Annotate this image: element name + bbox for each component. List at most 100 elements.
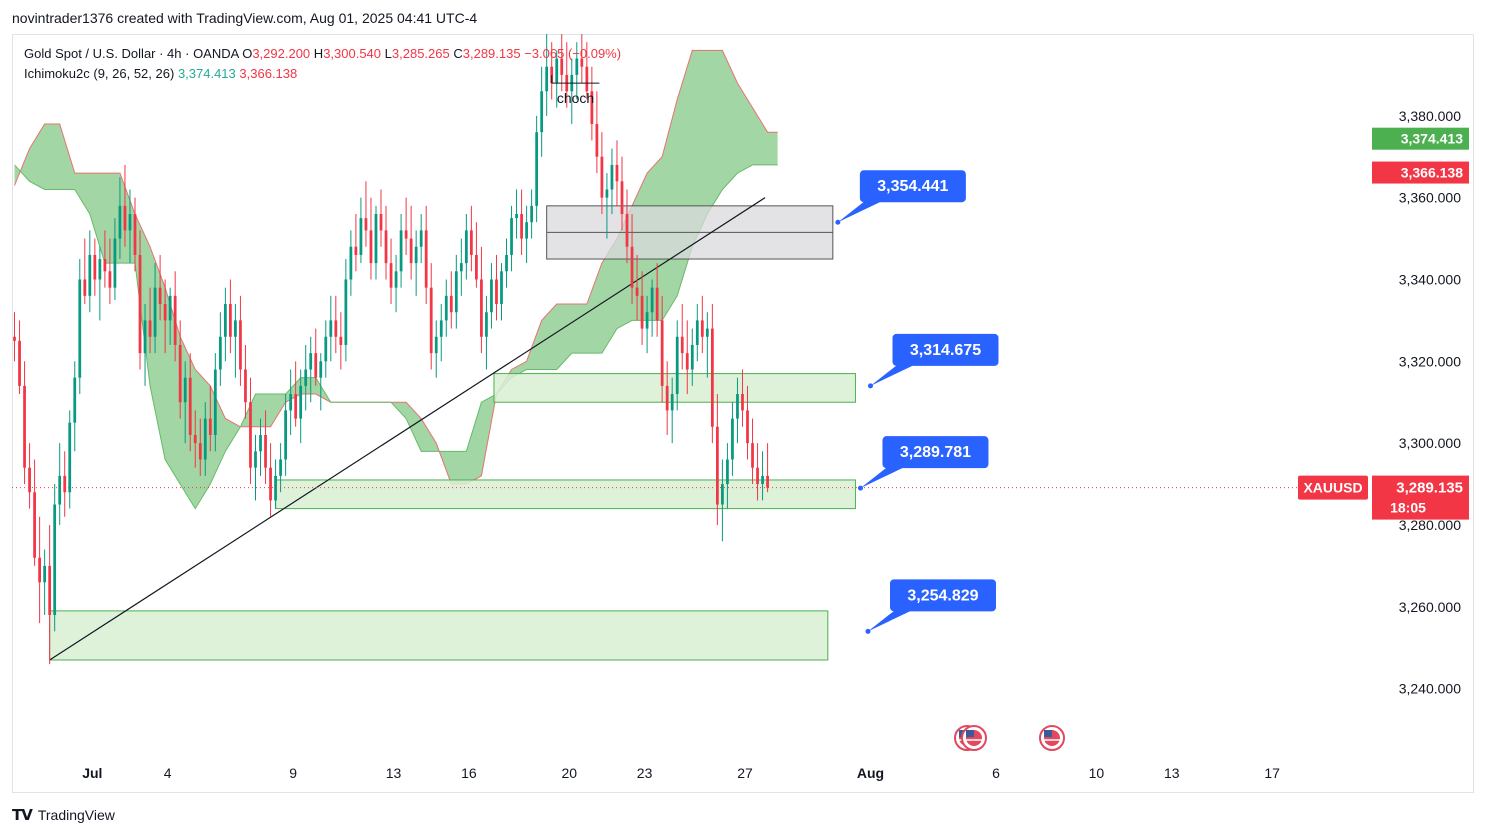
candle-body xyxy=(259,434,262,452)
candle xyxy=(344,259,348,362)
candle-body xyxy=(715,426,719,505)
candle-body xyxy=(540,91,544,133)
y-tick-label: 3,240.000 xyxy=(1399,681,1461,697)
open-value: 3,292.200 xyxy=(252,46,311,61)
candle-body xyxy=(198,443,202,460)
candle xyxy=(469,205,473,272)
candle-body xyxy=(480,279,483,337)
candle xyxy=(108,238,112,305)
candle xyxy=(369,197,373,280)
candle-body xyxy=(244,369,247,403)
candle-body xyxy=(269,467,272,501)
candle-body xyxy=(38,557,41,583)
candle-body xyxy=(490,279,493,313)
candle xyxy=(660,295,664,403)
candle xyxy=(28,443,31,509)
candle-body xyxy=(726,459,729,485)
indicator-legend[interactable]: Ichimoku2c (9, 26, 52, 26) 3,374.413 3,3… xyxy=(24,66,297,81)
candle xyxy=(595,91,599,174)
candle xyxy=(193,410,197,468)
candle-body xyxy=(68,422,72,493)
candle xyxy=(670,377,674,444)
candle xyxy=(555,50,559,108)
candle-body xyxy=(705,328,709,337)
candle xyxy=(264,410,267,485)
candle xyxy=(249,377,252,485)
candle-body xyxy=(419,230,423,247)
candle-body xyxy=(605,189,609,198)
candle-body xyxy=(294,394,298,419)
candle-body xyxy=(550,66,554,84)
candle xyxy=(304,344,308,411)
candle-body xyxy=(98,259,102,280)
candle xyxy=(746,385,749,460)
candle xyxy=(741,369,744,427)
candle xyxy=(93,238,97,296)
candle xyxy=(274,459,277,509)
x-tick-label: 10 xyxy=(1089,765,1105,781)
candle xyxy=(168,287,172,345)
indicator-tag-2-bg xyxy=(1372,161,1469,184)
callout-label: 3,254.829 xyxy=(907,587,978,604)
candle-body xyxy=(364,218,368,231)
candle xyxy=(229,279,232,354)
candle-body xyxy=(414,246,418,264)
green-zone-lower xyxy=(49,610,829,661)
candle xyxy=(138,230,142,370)
candle-body xyxy=(575,58,579,75)
candle xyxy=(475,222,478,288)
candle xyxy=(18,320,21,395)
candle-body xyxy=(193,434,197,444)
candle xyxy=(118,177,122,260)
candle xyxy=(128,189,132,264)
candle xyxy=(208,385,212,452)
y-tick-label: 3,300.000 xyxy=(1399,435,1461,451)
candle-body xyxy=(173,295,177,345)
candle xyxy=(630,214,634,305)
chart-caption: novintrader1376 created with TradingView… xyxy=(12,10,478,26)
candle xyxy=(324,320,328,378)
candle-body xyxy=(394,271,398,288)
x-tick-label: 6 xyxy=(992,765,1000,781)
candle-body xyxy=(429,287,433,354)
ichimoku-span-a xyxy=(14,49,778,485)
candle xyxy=(721,459,724,542)
candle-body xyxy=(710,328,714,427)
candle xyxy=(485,295,488,370)
candle xyxy=(183,361,187,444)
indicator-title: Ichimoku2c (9, 26, 52, 26) xyxy=(24,66,175,81)
candle xyxy=(610,148,614,215)
candle-body xyxy=(459,263,463,272)
candle xyxy=(590,66,594,141)
candle-body xyxy=(741,394,744,411)
tradingview-logo[interactable]: 𝗧𝗩 TradingView xyxy=(12,806,115,824)
candle xyxy=(500,263,503,321)
candle xyxy=(560,34,564,92)
candle xyxy=(148,287,152,354)
candle-body xyxy=(108,271,112,288)
indicator-tag-1-bg xyxy=(1372,127,1469,150)
candle-body xyxy=(399,230,403,272)
candle-body xyxy=(168,295,172,321)
y-tick-label: 3,360.000 xyxy=(1399,190,1461,206)
candle xyxy=(284,394,287,476)
candle-body xyxy=(354,246,358,255)
candle xyxy=(685,320,689,395)
candle-body xyxy=(369,230,373,264)
symbol-legend[interactable]: Gold Spot / U.S. Dollar · 4h · OANDA O3,… xyxy=(24,46,621,61)
x-tick-label: 17 xyxy=(1264,765,1280,781)
candle xyxy=(650,279,654,337)
candle-body xyxy=(103,259,107,272)
candle-body xyxy=(234,320,237,337)
candle-body xyxy=(188,377,192,435)
candle-body xyxy=(264,434,267,468)
candle-body xyxy=(143,320,147,354)
x-tick-label: 27 xyxy=(737,765,753,781)
candle xyxy=(495,254,498,321)
candle xyxy=(103,230,107,288)
high-value: 3,300.540 xyxy=(323,46,382,61)
candle-body xyxy=(485,312,488,337)
candle-body xyxy=(444,295,448,321)
candle xyxy=(48,524,52,665)
